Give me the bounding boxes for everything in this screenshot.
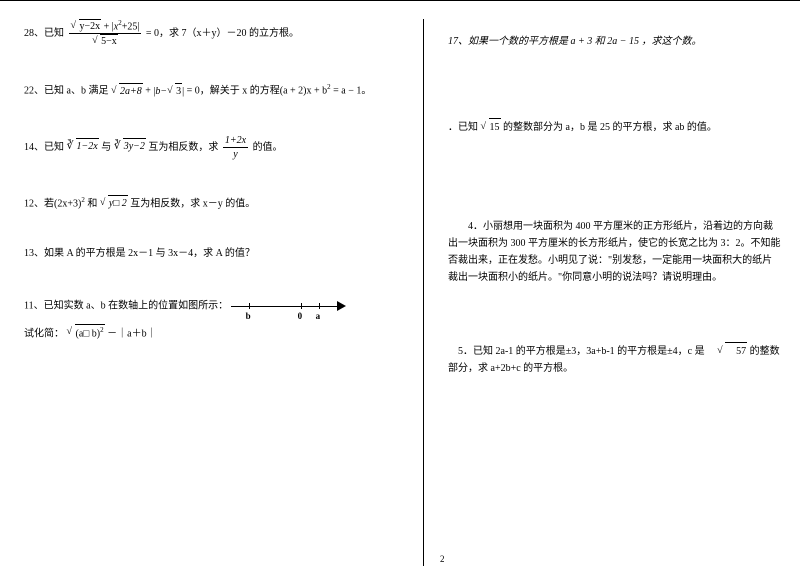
q28-tail: = 0，求 7（x＋y）－20 的立方根。 xyxy=(146,28,299,39)
q4: 4．小丽想用一块面积为 400 平方厘米的正方形纸片，沿着边的方向裁出一块面积为… xyxy=(448,218,782,286)
number-line: b 0 a xyxy=(231,296,351,316)
page-number: 2 xyxy=(440,554,445,564)
q12: 12、若(2x+3)2 和 y□ 2 互为相反数，求 x－y 的值。 xyxy=(24,195,405,212)
q17: 17、如果一个数的平方根是 a + 3 和 2a − 15 ，求这个数。 xyxy=(448,33,782,50)
column-right: 17、如果一个数的平方根是 a + 3 和 2a − 15 ，求这个数。 ．已知… xyxy=(424,19,800,566)
q14-fraction: 1+2x y xyxy=(223,134,248,161)
q28-head: 28、已知 xyxy=(24,28,64,39)
q14: 14、已知 1−2x 与 3y−2 互为相反数，求 1+2x y 的值。 xyxy=(24,134,405,161)
q22: 22、已知 a、b 满足 2a+8 + b−3 = 0，解关于 x 的方程(a … xyxy=(24,82,405,99)
q5: 5．已知 2a-1 的平方根是±3，3a+b-1 的平方根是±4，c 是 57 … xyxy=(448,342,782,377)
q11-line2: 试化简： (a□ b)2 －｜a＋b｜ xyxy=(24,324,405,342)
q28: 28、已知 y−2x + x2+25 5−x = 0，求 7（x＋y）－20 的… xyxy=(24,19,405,48)
column-left: 28、已知 y−2x + x2+25 5−x = 0，求 7（x＋y）－20 的… xyxy=(0,19,424,566)
q13: 13、如果 A 的平方根是 2x－1 与 3x－4，求 A 的值？ xyxy=(24,246,405,262)
page: 28、已知 y−2x + x2+25 5−x = 0，求 7（x＋y）－20 的… xyxy=(0,0,800,566)
q-sqrt15: ．已知 15 的整数部分为 a，b 是 25 的平方根，求 ab 的值。 xyxy=(448,118,782,136)
q28-fraction: y−2x + x2+25 5−x xyxy=(69,19,142,48)
q11: 11、已知实数 a、b 在数轴上的位置如图所示： b 0 a xyxy=(24,296,405,316)
